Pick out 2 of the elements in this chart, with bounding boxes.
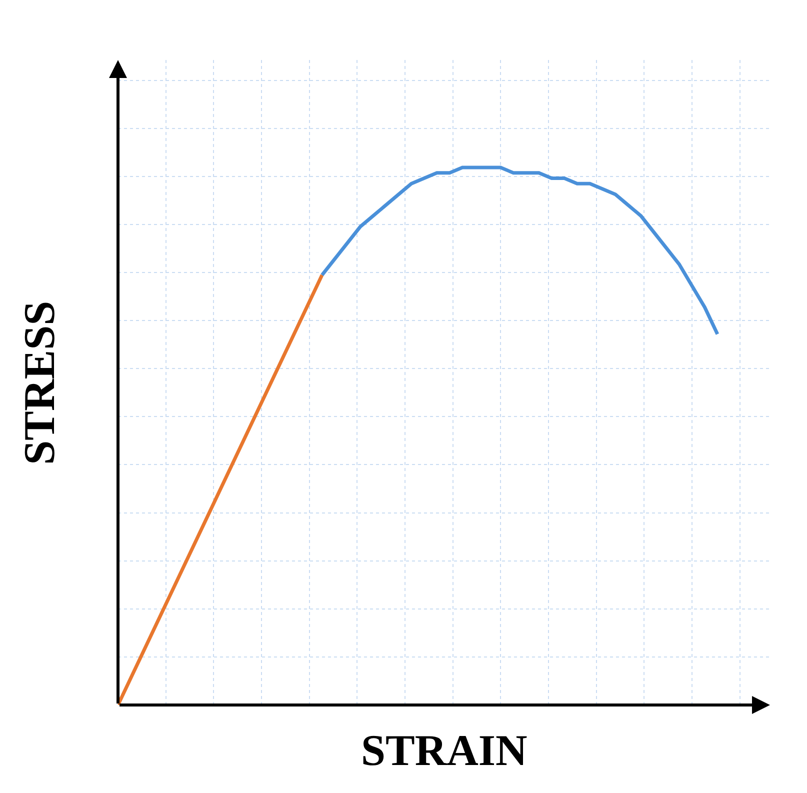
x-axis-title: STRAIN [361, 726, 528, 775]
y-axis-title: STRESS [14, 300, 64, 465]
